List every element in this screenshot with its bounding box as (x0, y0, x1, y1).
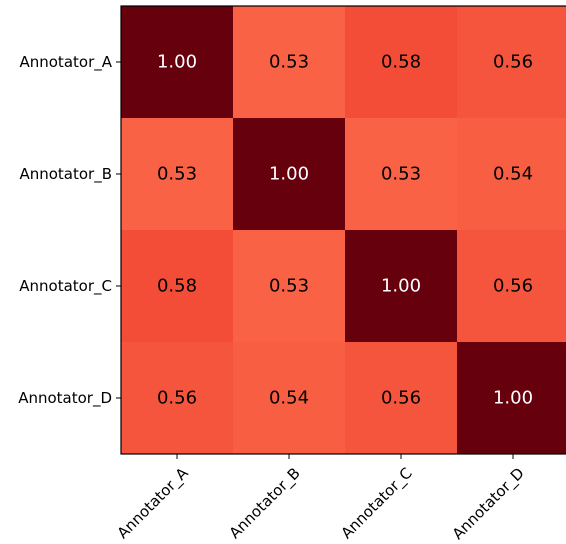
heatmap-cell (345, 342, 458, 455)
y-tick-label: Annotator_A (19, 53, 112, 72)
heatmap-cell (233, 6, 346, 119)
heatmap-cell (233, 118, 346, 231)
cell-value-label: 0.53 (269, 52, 309, 73)
cell-value-label: 1.00 (157, 52, 197, 73)
x-axis: Annotator_A Annotator_B Annotator_C Annotat… (114, 454, 529, 544)
heatmap-cells (121, 6, 566, 455)
heatmap-cell (457, 230, 566, 343)
x-tick-label: Annotator_D (449, 464, 529, 544)
heatmap-cell (121, 6, 234, 119)
plot-frame (120, 5, 566, 455)
y-tick-label: Annotator_B (19, 165, 112, 184)
cell-value-label: 0.56 (493, 52, 533, 73)
heatmap-cell (121, 342, 234, 455)
cell-value-label: 0.53 (269, 276, 309, 297)
cell-value-label: 1.00 (381, 276, 421, 297)
heatmap-cell (457, 6, 566, 119)
cell-value-label: 0.54 (269, 388, 309, 409)
heatmap-cell (121, 118, 234, 231)
heatmap-cell (345, 118, 458, 231)
cell-value-label: 0.58 (381, 52, 421, 73)
cell-value-labels: 1.00 0.53 0.58 0.56 0.53 1.00 0.53 0.54 0.58 0.53… (157, 52, 533, 409)
heatmap-cell (345, 6, 458, 119)
heatmap-cell (233, 230, 346, 343)
y-axis: Annotator_A Annotator_B Annotator_C Annotat… (18, 53, 121, 408)
heatmap-cell (121, 230, 234, 343)
heatmap-cell (457, 118, 566, 231)
cell-value-label: 1.00 (269, 164, 309, 185)
x-tick-label: Annotator_B (226, 464, 305, 543)
heatmap-cell (457, 342, 566, 455)
cell-value-label: 0.56 (157, 388, 197, 409)
heatmap-cell (233, 342, 346, 455)
cell-value-label: 0.56 (493, 276, 533, 297)
cell-value-label: 0.54 (493, 164, 533, 185)
heatmap-cell (345, 230, 458, 343)
cell-value-label: 0.53 (381, 164, 421, 185)
cell-value-label: 1.00 (493, 388, 533, 409)
x-tick-label: Annotator_C (337, 464, 416, 543)
y-tick-label: Annotator_D (18, 389, 112, 408)
cell-value-label: 0.58 (157, 276, 197, 297)
y-tick-label: Annotator_C (19, 277, 112, 296)
cell-value-label: 0.53 (157, 164, 197, 185)
cell-value-label: 0.56 (381, 388, 421, 409)
x-tick-label: Annotator_A (114, 464, 193, 543)
